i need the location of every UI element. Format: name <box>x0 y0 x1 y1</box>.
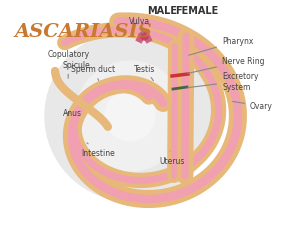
Circle shape <box>105 92 155 141</box>
Text: Vulva: Vulva <box>129 17 150 34</box>
Text: Uterus: Uterus <box>160 151 185 166</box>
Text: Ovary: Ovary <box>233 102 273 111</box>
Text: Pharynx: Pharynx <box>189 37 254 56</box>
Circle shape <box>45 32 215 201</box>
Text: Nerve Ring: Nerve Ring <box>188 57 265 74</box>
Text: Excretory
System: Excretory System <box>188 72 259 91</box>
Text: Sperm duct: Sperm duct <box>71 65 115 81</box>
Text: ASCARIASIS: ASCARIASIS <box>15 23 153 41</box>
Text: Testis: Testis <box>134 64 155 81</box>
Text: Copulatory
Spicule: Copulatory Spicule <box>48 50 90 79</box>
Circle shape <box>75 62 185 171</box>
Text: MALE: MALE <box>147 6 177 16</box>
Text: Anus: Anus <box>63 109 82 118</box>
Text: FEMALE: FEMALE <box>176 6 219 16</box>
Text: Intestine: Intestine <box>81 143 115 158</box>
